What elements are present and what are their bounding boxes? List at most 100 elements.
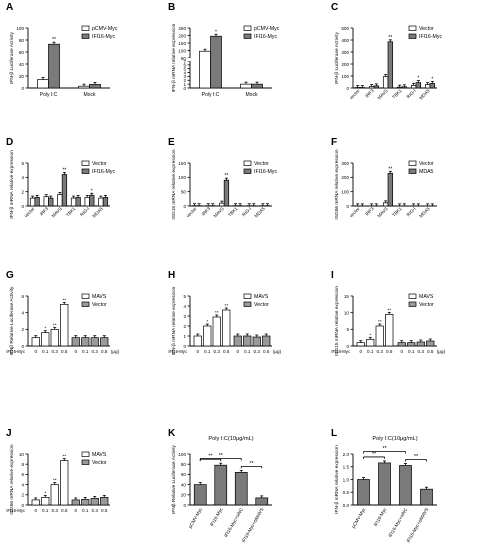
panel-c-bar <box>396 86 403 89</box>
panel-e-ytick-label: 150 <box>178 161 186 166</box>
panel-d-legend-swatch <box>81 160 90 166</box>
panel-c-legend-swatch <box>408 33 417 39</box>
panel-b-legend-swatch <box>243 33 252 39</box>
panel-c-ytick-label: 100 <box>341 74 349 79</box>
panel-c-x-tick-label: IRF3 <box>364 88 375 99</box>
panel-d-legend-swatch <box>81 168 90 174</box>
panel-j-sig-mark: * <box>44 490 46 496</box>
panel-g-x-prefix: IFI16-Myc <box>6 349 25 354</box>
panel-d-x-tick-label: IRF3 <box>39 206 50 217</box>
panel-a-bar <box>78 85 90 89</box>
panel-l-x-tick-label: IFI16-Myc+siMAVS <box>405 507 429 543</box>
panel-c-x-tick-label: RIG-I <box>406 88 417 99</box>
panel-d-bar <box>98 197 104 207</box>
panel-h-x-tick-label: 0.1 <box>204 349 211 354</box>
panel-d-bar <box>89 194 95 207</box>
panel-h-ytick-label: 2 <box>183 324 186 329</box>
panel-b-ytick-label: 200 <box>178 33 186 38</box>
panel-h-sig-mark: ** <box>224 303 228 309</box>
panel-l-bar <box>357 479 370 506</box>
panel-i-bar <box>356 342 365 347</box>
panel-i-ytick-label: 10 <box>344 310 350 315</box>
panel-l-sig-mark: ** <box>414 454 419 460</box>
panel-j-ytick-label: 8 <box>21 462 24 467</box>
panel-f-x-tick-label: IRF3 <box>364 206 375 217</box>
panel-d-bar <box>70 197 77 207</box>
panel-d-x-tick-label: vector <box>23 206 36 219</box>
panel-g-bar <box>100 337 109 347</box>
panel-i-letter: I <box>331 270 334 281</box>
panel-e-legend-swatch <box>243 168 252 174</box>
panel-h-letter: H <box>168 270 175 281</box>
panel-f-x-tick-label: TBK1 <box>391 206 403 218</box>
panel-d-bar <box>102 197 109 207</box>
panel-h-ytick-label: 3 <box>183 314 186 319</box>
panel-g-legend-label: Vector <box>92 302 107 308</box>
panel-j-bar <box>50 484 59 506</box>
panel-h-ytick-label: 1 <box>183 334 186 339</box>
panel-g-x-tick-label: 0 <box>34 349 37 354</box>
panel-h-ytick-label: 0 <box>183 344 186 349</box>
panel-c-sig-mark: ** <box>388 35 392 41</box>
panel-h-legend-label: MAVS <box>254 294 269 300</box>
panel-a-sig-mark: ** <box>52 37 56 43</box>
panel-i-bar <box>426 340 435 347</box>
panel-i-legend-label: MAVS <box>419 294 434 300</box>
panel-f-bar <box>387 172 394 207</box>
panel-h-legend-label: Vector <box>254 302 269 308</box>
panel-a-ytick-label: 0 <box>21 86 24 91</box>
panel-e-letter: E <box>168 137 175 148</box>
panel-k-sig-mark: ** <box>249 461 254 467</box>
panel-b-ytick-label: 4 <box>183 70 186 75</box>
panel-i-ytick-label: 15 <box>344 294 350 299</box>
panel-b-ytick-label: 150 <box>178 41 186 46</box>
panel-c-bar <box>387 41 394 89</box>
panel-k-x-tick-label: IFI16-Myc+siMAVS <box>241 507 265 543</box>
panel-b-axis-break <box>187 58 193 61</box>
panel-i-bar <box>407 342 416 347</box>
panel-g-x-tick-label: 0.1 <box>42 349 49 354</box>
panel-h-x-tick-label: 0.3 <box>254 349 261 354</box>
panel-l-ytick-label: 1.5 <box>343 465 350 470</box>
panel-b-ytick-label: 2 <box>183 78 186 83</box>
panel-g-bar <box>60 303 69 347</box>
panel-f-ytick-label: 200 <box>341 175 349 180</box>
panel-g-ytick-label: 6 <box>21 294 24 299</box>
panel-c-bar <box>401 86 408 89</box>
panel-c-ytick-label: 500 <box>341 26 349 31</box>
panel-l-x-tick-label: pCMV-Myc <box>351 506 367 529</box>
panel-h-x-unit: (μg) <box>273 349 282 354</box>
panel-d-bar <box>43 196 49 207</box>
panel-h-x-tick-label: 0.1 <box>244 349 251 354</box>
panel-g-x-tick-label: 0.3 <box>52 349 59 354</box>
panel-h-bar <box>252 336 261 347</box>
panel-b-sig-mark: * <box>215 29 217 35</box>
panel-h-x-tick-label: 0 <box>196 349 199 354</box>
panel-h-bar <box>233 335 242 347</box>
panel-f-ytick-label: 100 <box>341 189 349 194</box>
panel-a-letter: A <box>6 2 13 13</box>
panel-a-ytick-label: 80 <box>19 38 25 43</box>
panel-f-x-tick-label: MAVS <box>376 206 388 218</box>
panel-e-x-tick-label: MDA5 <box>253 206 266 219</box>
panel-h-bar <box>222 309 231 347</box>
panel-h-ytick-label: 5 <box>183 294 186 299</box>
panel-f-letter: F <box>331 137 337 148</box>
panel-i-x-tick-label: 0 <box>359 349 362 354</box>
panel-h-y-axis-label: IFN-β mRNA relative expression <box>171 286 177 355</box>
panel-e-legend-swatch <box>243 160 252 166</box>
panel-i-bar <box>366 338 375 347</box>
panel-h-x-tick-label: 0.5 <box>223 349 230 354</box>
panel-i-legend-swatch <box>408 293 417 299</box>
panel-a-legend-label: pCMV-Myc <box>92 26 118 32</box>
panel-c-ytick-label: 200 <box>341 62 349 67</box>
panel-j-sig-mark: ** <box>62 454 66 460</box>
panel-g-bar <box>90 337 99 347</box>
panel-b-x-tick-label: Poly I:C <box>202 92 220 98</box>
panel-c-bar <box>424 84 431 89</box>
panel-b-bar <box>251 83 263 89</box>
panel-d-legend-label: IFI16-Myc <box>92 169 115 175</box>
panel-l-bar <box>420 488 433 506</box>
panel-c-ytick-label: 300 <box>341 50 349 55</box>
